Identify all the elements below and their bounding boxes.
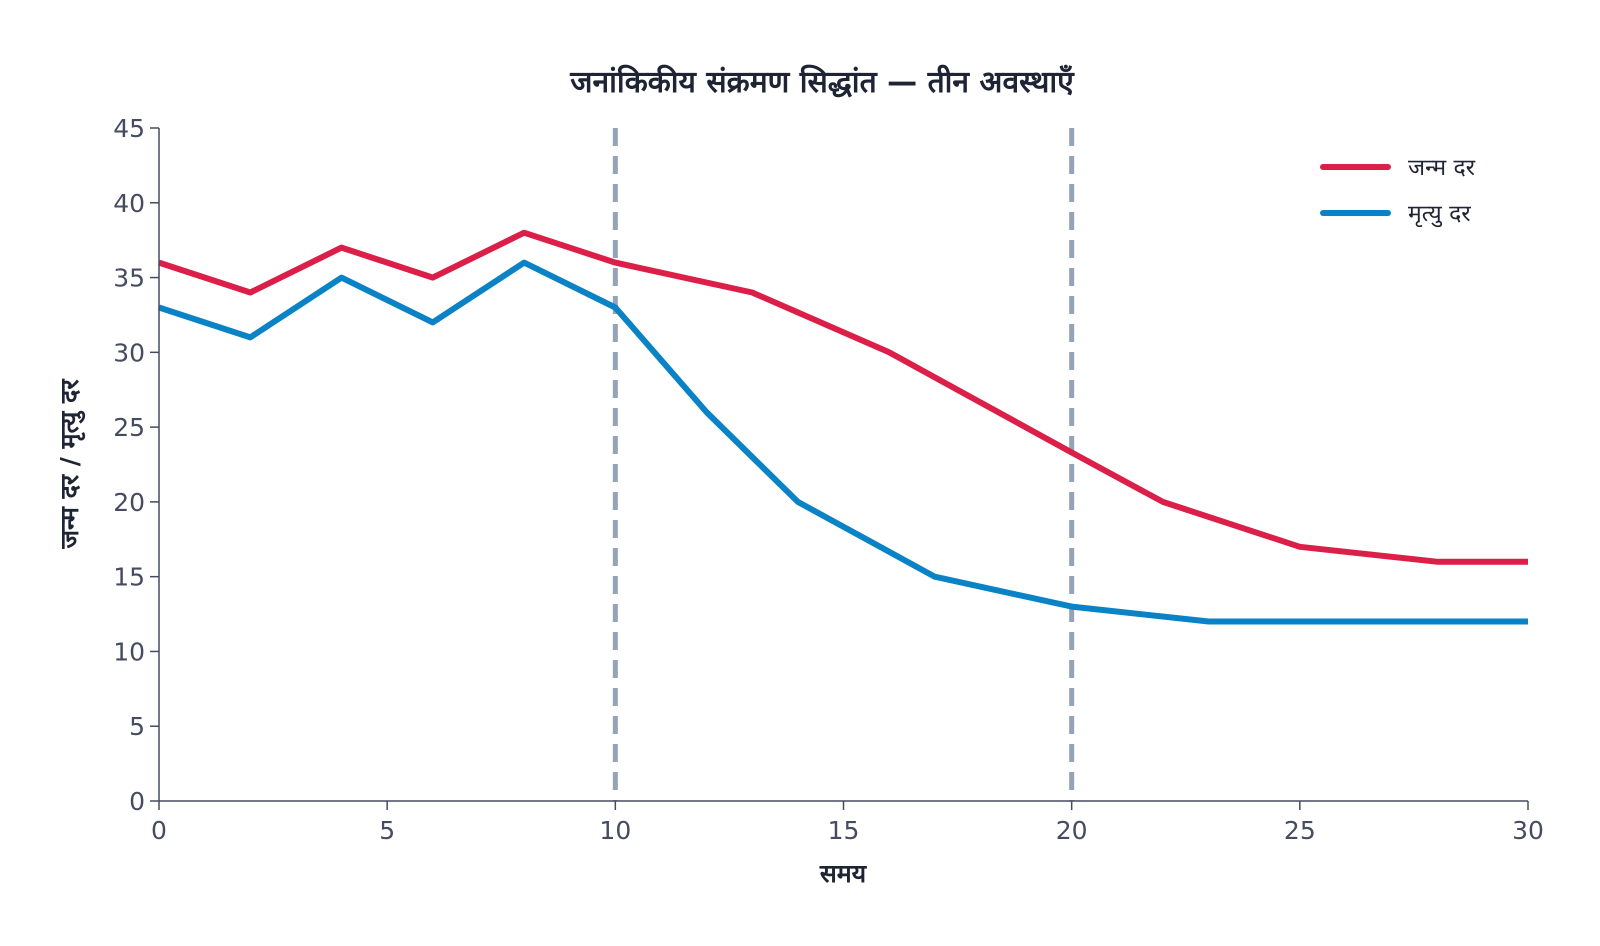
y-tick-label: 10 (113, 637, 145, 666)
legend: जन्म दर मृत्यु दर (1320, 155, 1476, 228)
y-tick-label: 45 (113, 114, 145, 143)
legend-label: जन्म दर (1408, 155, 1476, 181)
x-tick-label: 20 (1056, 816, 1088, 845)
stage-dividers (612, 128, 1075, 801)
y-tick-label: 30 (113, 338, 145, 367)
chart-title: जनांकिकीय संक्रमण सिद्धांत — तीन अवस्थाए… (569, 64, 1075, 100)
legend-label: मृत्यु दर (1408, 201, 1471, 228)
y-tick-label: 15 (113, 563, 145, 592)
x-axis-label: समय (819, 859, 868, 888)
series-layer (158, 229, 1528, 625)
y-axis-label: जन्म दर / मृत्यु दर (55, 378, 86, 550)
y-tick-label: 0 (129, 787, 145, 816)
x-axis-ticks: 0 5 10 15 20 25 30 (151, 801, 1544, 845)
series-line-death-rate (158, 259, 1528, 625)
y-tick-label: 40 (113, 189, 145, 218)
y-tick-label: 20 (113, 488, 145, 517)
x-tick-label: 15 (828, 816, 860, 845)
x-tick-label: 25 (1284, 816, 1316, 845)
x-tick-label: 10 (599, 816, 631, 845)
y-tick-label: 35 (113, 264, 145, 293)
series-line-birth-rate (158, 229, 1528, 565)
x-tick-label: 5 (379, 816, 395, 845)
x-tick-label: 30 (1512, 816, 1544, 845)
y-tick-label: 25 (113, 413, 145, 442)
y-axis-ticks: 0 5 10 15 20 25 30 35 40 45 (113, 114, 159, 816)
y-tick-label: 5 (129, 712, 145, 741)
x-tick-label: 0 (151, 816, 167, 845)
